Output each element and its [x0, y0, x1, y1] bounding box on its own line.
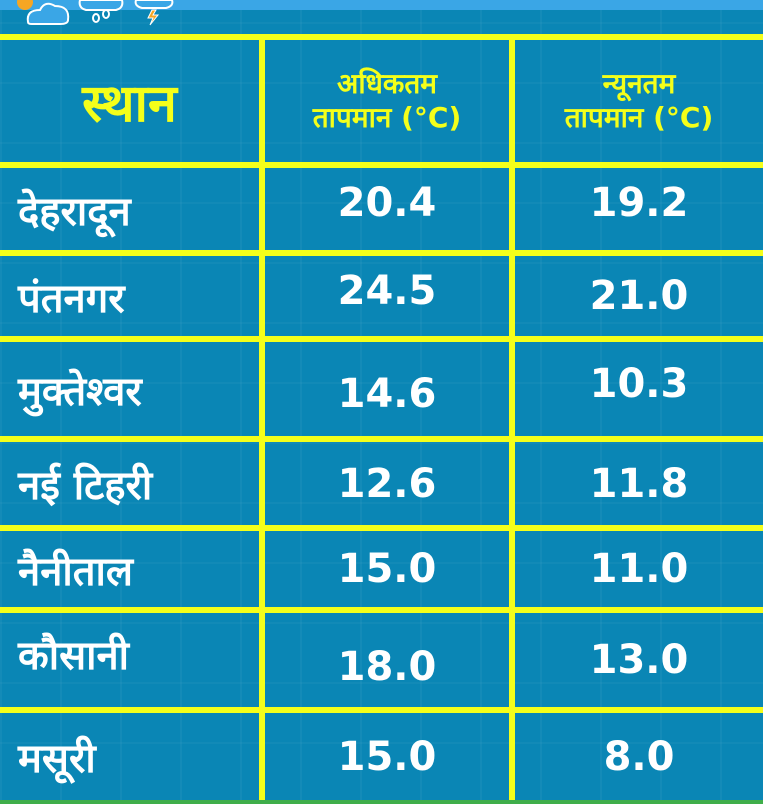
max-temp-cell: 14.6 — [337, 371, 437, 417]
header-place: स्थान — [82, 73, 177, 134]
background-grid — [0, 10, 763, 804]
place-cell: नैनीताल — [18, 548, 134, 595]
thunder-cloud-icon — [134, 0, 174, 26]
grid-line — [0, 525, 763, 531]
grid-line — [0, 162, 763, 168]
grid-line — [0, 607, 763, 613]
grid-line — [0, 336, 763, 342]
rain-cloud-icon — [78, 0, 124, 23]
sun-cloud-icon — [17, 0, 70, 25]
min-temp-cell: 13.0 — [589, 637, 689, 683]
bottom-edge — [0, 800, 763, 804]
min-temp-cell: 8.0 — [603, 733, 675, 780]
max-temp-cell: 15.0 — [337, 733, 437, 780]
place-cell: मुक्तेश्वर — [18, 368, 142, 415]
min-temp-cell: 10.3 — [589, 361, 689, 407]
grid-line — [0, 707, 763, 713]
max-temp-cell: 20.4 — [337, 180, 437, 226]
header-max-temp-line2: तापमान (°C) — [312, 101, 462, 134]
header-min-temp-line2: तापमान (°C) — [564, 101, 714, 134]
grid-line — [259, 37, 265, 804]
min-temp-cell: 19.2 — [589, 180, 689, 226]
max-temp-cell: 18.0 — [337, 644, 437, 690]
weather-icons — [17, 0, 174, 26]
place-cell: मसूरी — [18, 736, 96, 782]
max-temp-cell: 15.0 — [337, 546, 437, 592]
min-temp-cell: 21.0 — [589, 273, 689, 319]
grid-line — [509, 37, 515, 804]
header-min-temp: न्यूनतम तापमान (°C) — [515, 40, 763, 162]
header-max-temp: अधिकतम तापमान (°C) — [265, 40, 509, 162]
place-cell: कौसानी — [18, 632, 130, 679]
place-cell: पंतनगर — [18, 275, 125, 322]
grid-line — [0, 250, 763, 256]
top-band — [0, 0, 763, 10]
place-cell: नई टिहरी — [18, 463, 153, 509]
min-temp-cell: 11.8 — [589, 460, 689, 507]
grid-line — [0, 436, 763, 442]
min-temp-cell: 11.0 — [589, 546, 689, 592]
header-min-temp-line1: न्यूनतम — [602, 67, 676, 100]
header-max-temp-line1: अधिकतम — [336, 67, 438, 100]
max-temp-cell: 12.6 — [337, 460, 437, 507]
place-cell: देहरादून — [18, 188, 131, 235]
grid-line — [0, 34, 763, 40]
max-temp-cell: 24.5 — [337, 268, 437, 314]
